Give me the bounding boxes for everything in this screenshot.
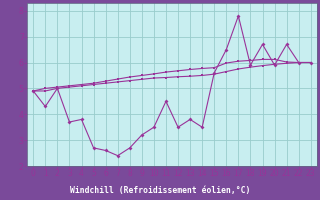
Text: Windchill (Refroidissement éolien,°C): Windchill (Refroidissement éolien,°C) [70, 186, 250, 196]
